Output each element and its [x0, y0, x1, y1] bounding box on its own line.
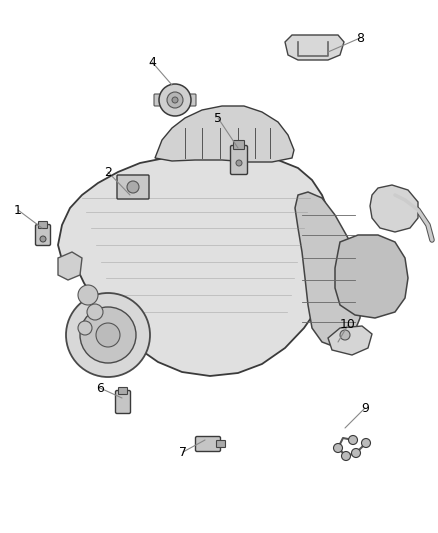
- Circle shape: [340, 330, 350, 340]
- Circle shape: [361, 439, 371, 448]
- Circle shape: [159, 84, 191, 116]
- FancyBboxPatch shape: [216, 440, 226, 448]
- Text: 9: 9: [361, 401, 369, 415]
- FancyBboxPatch shape: [35, 224, 50, 246]
- Circle shape: [78, 285, 98, 305]
- FancyBboxPatch shape: [117, 175, 149, 199]
- Circle shape: [66, 293, 150, 377]
- Circle shape: [96, 323, 120, 347]
- Text: 7: 7: [179, 446, 187, 458]
- Circle shape: [349, 435, 357, 445]
- Polygon shape: [328, 326, 372, 355]
- Text: 4: 4: [148, 55, 156, 69]
- FancyBboxPatch shape: [233, 141, 244, 149]
- Circle shape: [333, 443, 343, 453]
- Circle shape: [352, 448, 360, 457]
- Text: 5: 5: [214, 111, 222, 125]
- Text: 10: 10: [340, 319, 356, 332]
- Circle shape: [236, 160, 242, 166]
- Circle shape: [80, 307, 136, 363]
- Polygon shape: [58, 252, 82, 280]
- Text: 8: 8: [356, 31, 364, 44]
- Circle shape: [167, 92, 183, 108]
- Circle shape: [127, 181, 139, 193]
- Polygon shape: [295, 192, 362, 348]
- Polygon shape: [335, 235, 408, 318]
- Text: 2: 2: [104, 166, 112, 179]
- Circle shape: [87, 304, 103, 320]
- Circle shape: [172, 97, 178, 103]
- Text: 6: 6: [96, 382, 104, 394]
- FancyBboxPatch shape: [119, 387, 127, 394]
- FancyBboxPatch shape: [186, 94, 196, 106]
- FancyBboxPatch shape: [154, 94, 164, 106]
- Polygon shape: [155, 106, 294, 162]
- Circle shape: [78, 321, 92, 335]
- Polygon shape: [58, 154, 334, 376]
- Polygon shape: [370, 185, 418, 232]
- FancyBboxPatch shape: [39, 222, 47, 229]
- FancyBboxPatch shape: [195, 437, 220, 451]
- Circle shape: [342, 451, 350, 461]
- Circle shape: [40, 236, 46, 242]
- FancyBboxPatch shape: [230, 146, 247, 174]
- FancyBboxPatch shape: [116, 391, 131, 414]
- Text: 1: 1: [14, 204, 22, 216]
- Polygon shape: [285, 35, 344, 60]
